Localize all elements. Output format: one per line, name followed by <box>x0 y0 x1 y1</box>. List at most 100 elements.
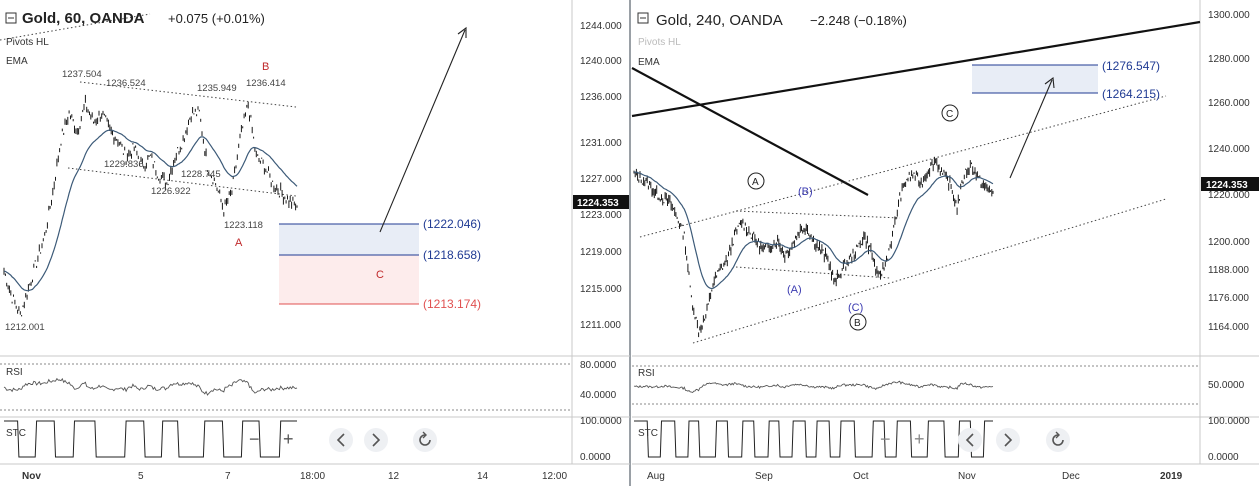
right-reset-icon-head <box>1055 431 1060 439</box>
left-scroll-back-button[interactable] <box>329 428 353 452</box>
right-scroll-back-button[interactable] <box>958 428 982 452</box>
left-stc-tick-0: 0.0000 <box>580 452 611 463</box>
right-rsi-label: RSI <box>638 368 655 379</box>
left-y-tick: 1219.000 <box>580 247 622 258</box>
pivot-label-1: 1237.504 <box>62 69 102 80</box>
right-zoom-out-icon[interactable]: − <box>880 429 891 449</box>
left-chart-title: Gold, 60, OANDA <box>22 10 145 27</box>
right-wave-label-b-sub: (B) <box>798 186 813 198</box>
right-x-tick: Sep <box>755 471 773 482</box>
left-rsi-tick-40: 40.0000 <box>580 390 617 401</box>
right-reset-icon <box>1052 434 1064 446</box>
right-wave-label-b: B <box>854 318 861 329</box>
left-y-tick: 1215.000 <box>580 284 622 295</box>
left-zoom-in-icon[interactable]: + <box>283 429 294 449</box>
pivot-label-9: 1212.001 <box>5 322 45 333</box>
left-collapse-icon[interactable] <box>5 12 17 24</box>
left-chevron-right-icon <box>372 433 381 447</box>
right-y-tick: 1240.000 <box>1208 144 1250 155</box>
left-x-tick: 12 <box>388 471 400 482</box>
right-target-zone <box>972 65 1098 93</box>
left-y-tick: 1227.000 <box>580 174 622 185</box>
right-wave-label-c: C <box>946 109 953 120</box>
right-stc-tick-100: 100.0000 <box>1208 416 1250 427</box>
right-projection-arrow <box>1009 79 1053 179</box>
left-wave-label-b: B <box>262 61 269 73</box>
right-inner-lower-line <box>735 266 891 279</box>
left-target-label-1: (1222.046) <box>423 217 481 231</box>
left-reset-button[interactable] <box>413 428 437 452</box>
left-scroll-forward-button[interactable] <box>364 428 388 452</box>
right-wave-label-a-sub: (A) <box>787 284 802 296</box>
right-wave-label-a: A <box>752 177 759 188</box>
right-y-tick: 1188.000 <box>1208 265 1249 276</box>
left-rsi-label: RSI <box>6 367 23 378</box>
left-zoom-out-icon[interactable]: − <box>249 429 260 449</box>
left-stc-tick-100: 100.0000 <box>580 416 622 427</box>
right-y-tick: 1200.000 <box>1208 237 1250 248</box>
left-wave-label-a: A <box>235 237 243 249</box>
right-target-label-2: (1264.215) <box>1102 87 1160 101</box>
right-y-tick: 1176.000 <box>1208 293 1249 304</box>
right-x-tick: Nov <box>958 471 976 482</box>
right-ascending-trendline <box>631 20 1201 118</box>
right-stc-tick-0: 0.0000 <box>1208 452 1239 463</box>
right-descending-trendline <box>631 67 869 196</box>
left-target-zone-blue <box>279 224 419 255</box>
pivot-label-2: 1236.524 <box>106 78 146 89</box>
left-y-tick: 1236.000 <box>580 92 622 103</box>
right-target-label-1: (1276.547) <box>1102 59 1160 73</box>
left-projection-arrow <box>379 29 466 233</box>
pivot-label-7: 1226.922 <box>151 186 191 197</box>
left-arrow-head <box>457 26 467 38</box>
right-y-tick: 1300.000 <box>1208 10 1250 21</box>
right-reset-button[interactable] <box>1046 428 1070 452</box>
left-x-tick: 18:00 <box>300 471 325 482</box>
right-collapse-icon[interactable] <box>637 12 649 24</box>
right-upper-channel-line <box>639 95 1167 238</box>
right-chevron-right-icon <box>1004 433 1013 447</box>
right-chevron-left-icon <box>965 433 974 447</box>
right-chart-background <box>630 0 1259 486</box>
right-y-tick: 1260.000 <box>1208 98 1250 109</box>
right-y-tick: 1280.000 <box>1208 54 1250 65</box>
right-wave-label-c-sub: (C) <box>848 302 863 314</box>
left-upper-channel-line <box>79 81 297 108</box>
left-chevron-left-icon <box>336 433 345 447</box>
left-target-zone-red <box>279 255 419 304</box>
right-zoom-in-icon[interactable]: + <box>914 429 925 449</box>
right-arrow-head <box>1044 76 1055 89</box>
left-x-tick: Nov <box>22 471 41 482</box>
right-lower-channel-line <box>692 198 1167 344</box>
left-ema-line <box>3 129 298 292</box>
right-y-tick: 1220.000 <box>1208 190 1250 201</box>
right-chart-change: −2.248 (−0.18%) <box>810 13 907 28</box>
left-x-tick: 7 <box>225 471 231 482</box>
left-x-tick: 14 <box>477 471 489 482</box>
right-indicator-ema: EMA <box>638 57 660 68</box>
left-price-series <box>3 94 298 317</box>
right-x-tick: Dec <box>1062 471 1080 482</box>
right-scroll-forward-button[interactable] <box>996 428 1020 452</box>
left-stc-label: STC <box>6 428 26 439</box>
left-indicator-ema: EMA <box>6 56 28 67</box>
left-y-tick: 1244.000 <box>580 21 622 32</box>
right-x-tick: Aug <box>647 471 665 482</box>
right-stc-line <box>634 420 993 458</box>
left-price-tag-value: 1224.353 <box>577 198 619 209</box>
right-rsi-line <box>633 380 994 394</box>
right-ema-line <box>633 171 994 290</box>
left-rsi-line <box>3 377 298 396</box>
right-inner-upper-line <box>735 210 901 219</box>
right-wave-circle-b <box>849 313 867 331</box>
pivot-label-4: 1236.414 <box>246 78 286 89</box>
left-reset-icon-head <box>422 431 427 439</box>
left-y-tick: 1223.000 <box>580 210 622 221</box>
pivot-label-5: 1229.836 <box>104 159 144 170</box>
left-x-tick: 5 <box>138 471 144 482</box>
left-rsi-tick-80: 80.0000 <box>580 360 617 371</box>
right-x-tick: 2019 <box>1160 471 1183 482</box>
left-top-dotted-line <box>0 13 151 41</box>
left-x-tick: 12:00 <box>542 471 567 482</box>
